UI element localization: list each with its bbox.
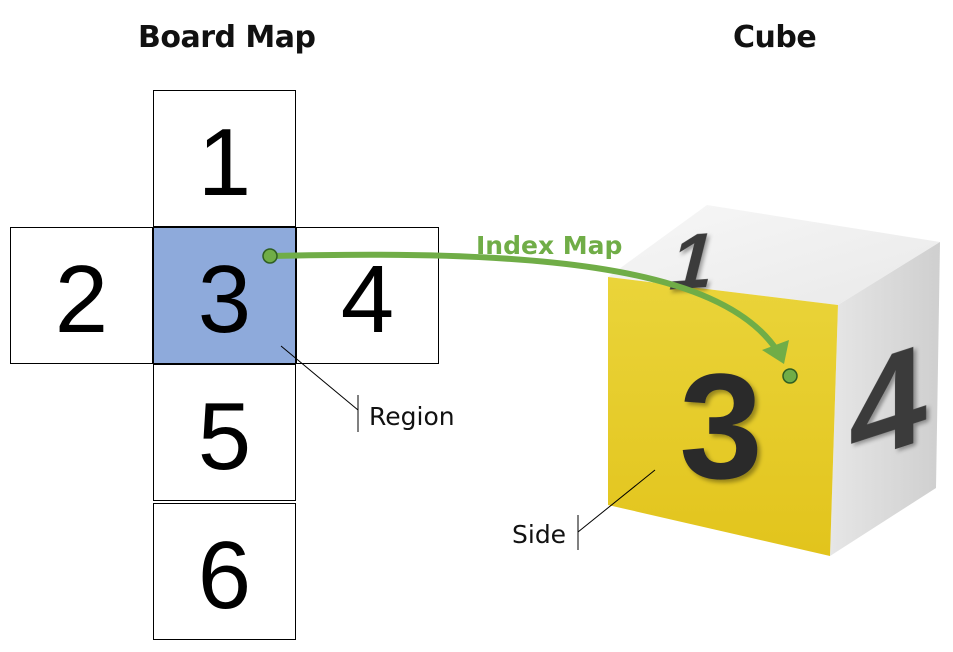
index-map-arrow bbox=[267, 251, 781, 355]
cube-right-face bbox=[830, 242, 940, 556]
board-cell-2-label: 2 bbox=[54, 245, 109, 353]
region-label: Region bbox=[369, 402, 455, 431]
board-cell-1: 1 bbox=[153, 90, 296, 227]
cube-top-face bbox=[608, 205, 940, 305]
cube-right-number: 4 bbox=[849, 313, 927, 494]
board-cell-4-label: 4 bbox=[340, 245, 395, 353]
board-cell-6: 6 bbox=[153, 503, 296, 640]
cube-front-number: 3 bbox=[679, 342, 762, 510]
board-cell-1-label: 1 bbox=[197, 108, 252, 216]
board-cell-5: 5 bbox=[153, 364, 296, 501]
board-cell-6-label: 6 bbox=[197, 521, 252, 629]
side-callout-line bbox=[577, 469, 656, 533]
region-point bbox=[262, 248, 278, 264]
board-map-title: Board Map bbox=[138, 20, 316, 55]
board-cell-2: 2 bbox=[10, 227, 153, 364]
index-map-arrowhead bbox=[762, 340, 789, 364]
board-cell-5-label: 5 bbox=[197, 382, 252, 490]
board-cell-4: 4 bbox=[296, 227, 439, 364]
board-cell-3-label: 3 bbox=[197, 245, 252, 353]
side-label: Side bbox=[512, 520, 567, 549]
side-point bbox=[782, 368, 798, 384]
index-map-label: Index Map bbox=[476, 231, 623, 260]
region-callout-line bbox=[280, 345, 359, 411]
cube-title: Cube bbox=[733, 20, 817, 55]
